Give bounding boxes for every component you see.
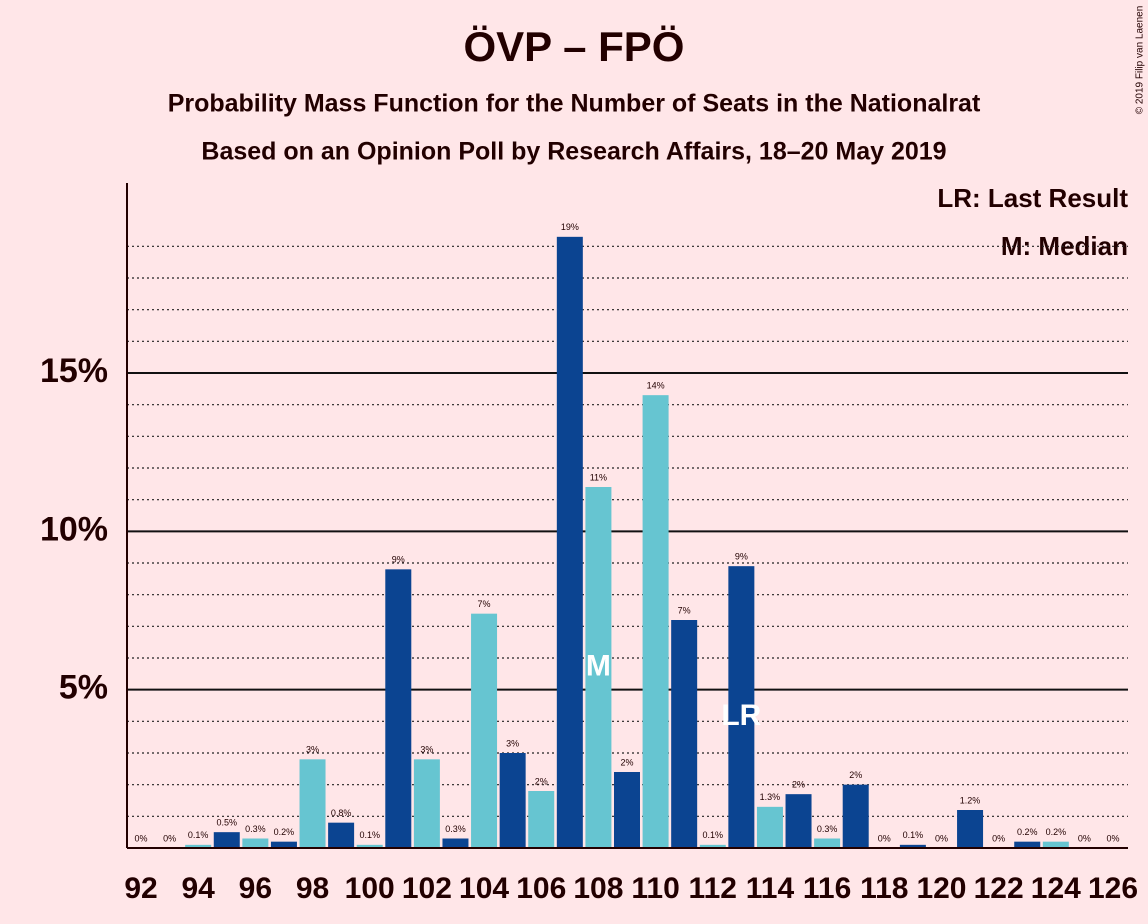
bar [785,794,812,848]
bar [299,759,326,848]
x-tick-label: 96 [239,872,272,905]
value-label: 0% [1078,833,1091,843]
x-tick-label: 112 [689,872,737,905]
x-tick-label: 104 [459,872,509,905]
value-label: 0.2% [274,827,295,837]
bar [385,569,412,848]
value-label: 0% [163,833,176,843]
value-label: 14% [647,381,665,391]
x-tick-label: 120 [916,872,966,905]
bar [185,844,212,848]
x-tick-label: 114 [746,872,795,905]
x-tick-label: 108 [573,872,623,905]
chart-subtitle: Probability Mass Function for the Number… [168,90,981,118]
chart-subtitle: Based on an Opinion Poll by Research Aff… [201,138,946,166]
x-tick-label: 94 [181,872,215,905]
annotation: LR [721,699,761,732]
x-tick-label: 106 [516,872,566,905]
value-label: 0.1% [359,830,380,840]
bar [614,772,640,848]
bar [899,844,926,848]
x-tick-label: 92 [124,872,157,905]
value-label: 2% [792,780,805,790]
bar [242,838,269,848]
x-tick-label: 126 [1088,872,1138,905]
bar [699,844,726,848]
bar [471,613,498,848]
value-label: 9% [392,555,405,565]
value-label: 0.1% [903,830,924,840]
bar [728,566,755,848]
value-label: 2% [620,757,633,767]
value-label: 3% [420,745,433,755]
value-label: 1.2% [960,795,981,805]
annotation: M [586,649,611,682]
value-label: 0.3% [245,824,266,834]
value-label: 0.1% [188,830,209,840]
value-label: 0.2% [1046,827,1067,837]
value-label: 0.3% [817,824,838,834]
value-label: 2% [535,776,548,786]
bar [756,806,783,848]
value-label: 0% [878,833,891,843]
x-tick-label: 122 [974,872,1024,905]
bar [270,841,297,848]
value-label: 9% [735,552,748,562]
value-label: 0.2% [1017,827,1038,837]
value-label: 0% [992,833,1005,843]
x-tick-label: 124 [1031,872,1081,905]
bar [499,753,526,848]
value-label: 3% [506,738,519,748]
chart-title: ÖVP – FPÖ [464,23,685,70]
value-label: 3% [306,745,319,755]
bar [671,620,698,848]
value-label: 0% [134,833,147,843]
value-label: 0% [935,833,948,843]
value-label: 0% [1106,833,1119,843]
legend-entry: LR: Last Result [937,183,1128,213]
bar [585,487,612,848]
value-label: 19% [561,222,579,232]
value-label: 0.3% [445,824,466,834]
bar [642,395,669,848]
value-label: 7% [678,605,691,615]
bar [213,832,240,848]
x-tick-label: 98 [296,872,329,905]
x-tick-label: 116 [803,872,851,905]
value-label: 0.1% [703,830,724,840]
bar [442,838,469,848]
bar [528,791,555,848]
bar [1014,841,1041,848]
copyright: © 2019 Filip van Laenen [1135,6,1146,115]
x-tick-label: 118 [860,872,908,905]
y-tick-label: 10% [40,510,108,548]
bar [556,236,583,849]
bar [957,810,984,848]
bar [413,759,440,848]
value-label: 7% [478,599,491,609]
x-tick-label: 102 [402,872,452,905]
value-label: 1.3% [760,792,781,802]
bar [814,838,841,848]
value-label: 11% [590,472,607,482]
bar [842,784,869,848]
value-label: 2% [849,770,862,780]
value-label: 0.5% [217,818,238,828]
x-tick-label: 110 [631,872,679,905]
y-tick-label: 15% [40,352,108,390]
bar [1042,841,1069,848]
x-tick-label: 100 [345,872,395,905]
y-tick-label: 5% [59,669,108,707]
value-label: 0.8% [331,808,352,818]
bar [356,844,383,848]
bar [328,822,355,848]
